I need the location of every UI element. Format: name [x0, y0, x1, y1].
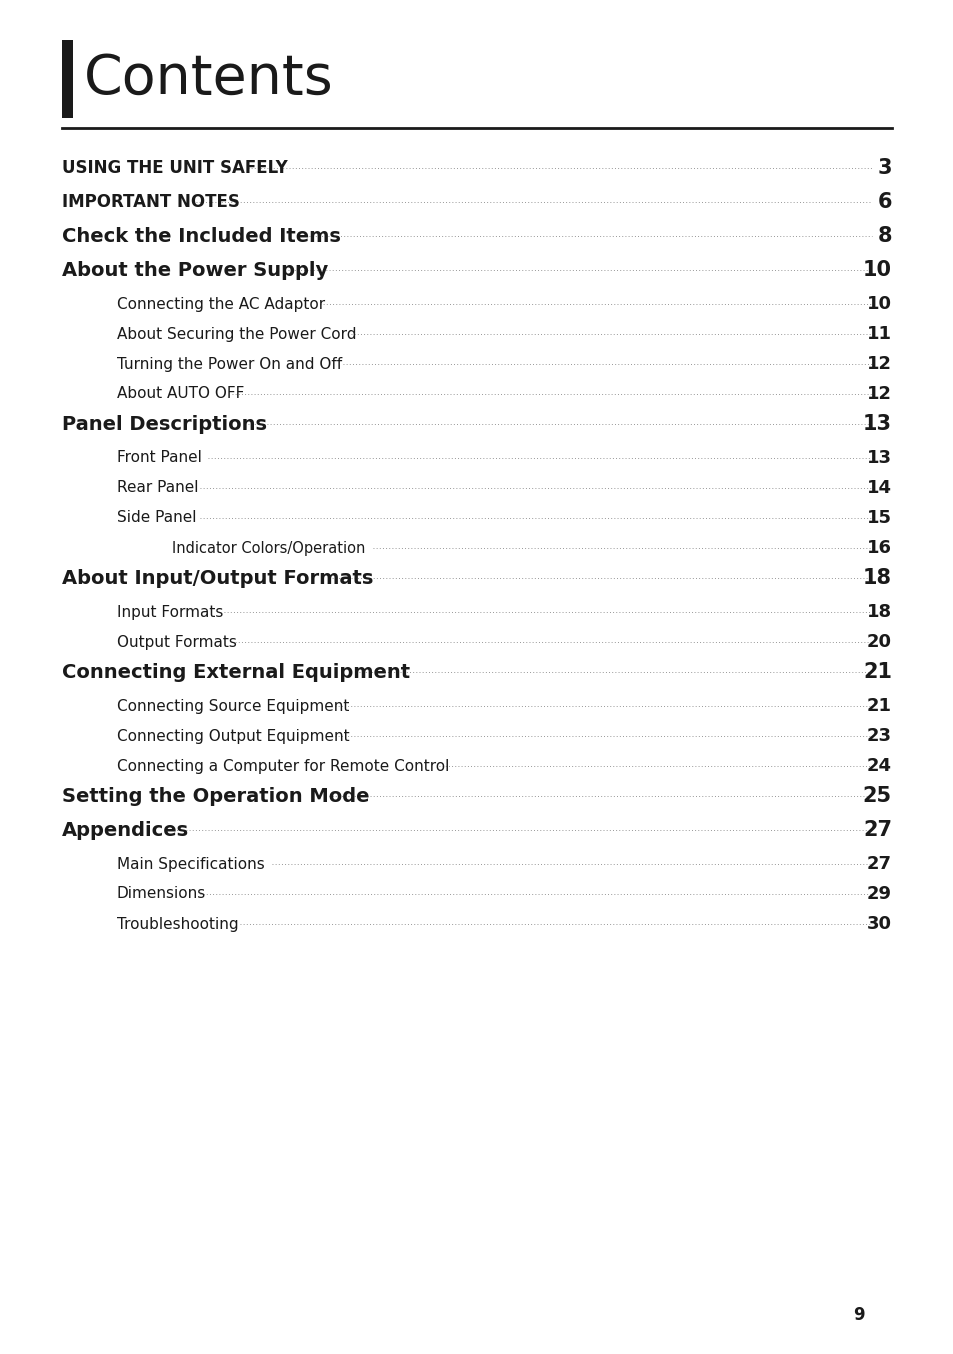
Text: 12: 12: [866, 385, 891, 403]
Text: 18: 18: [862, 567, 891, 588]
Text: Troubleshooting: Troubleshooting: [117, 917, 238, 932]
Text: 21: 21: [862, 662, 891, 682]
Text: 29: 29: [866, 886, 891, 903]
Text: Connecting a Computer for Remote Control: Connecting a Computer for Remote Control: [117, 758, 449, 773]
Text: About Securing the Power Cord: About Securing the Power Cord: [117, 326, 356, 341]
Text: About the Power Supply: About the Power Supply: [62, 260, 328, 279]
Text: 10: 10: [862, 260, 891, 280]
Text: Check the Included Items: Check the Included Items: [62, 226, 340, 245]
Text: 14: 14: [866, 479, 891, 497]
Text: Front Panel: Front Panel: [117, 451, 202, 466]
Text: Connecting the AC Adaptor: Connecting the AC Adaptor: [117, 297, 325, 311]
Text: 30: 30: [866, 915, 891, 933]
Text: 25: 25: [862, 787, 891, 806]
Text: Dimensions: Dimensions: [117, 887, 206, 902]
Text: 12: 12: [866, 355, 891, 372]
Text: Indicator Colors/Operation: Indicator Colors/Operation: [172, 540, 365, 555]
Text: 23: 23: [866, 727, 891, 745]
Text: 6: 6: [877, 192, 891, 213]
Text: Connecting External Equipment: Connecting External Equipment: [62, 662, 410, 681]
Text: Side Panel: Side Panel: [117, 510, 196, 525]
Text: Panel Descriptions: Panel Descriptions: [62, 414, 267, 433]
Text: 27: 27: [866, 854, 891, 873]
Text: 8: 8: [877, 226, 891, 246]
Text: Main Specifications: Main Specifications: [117, 857, 265, 872]
Text: Output Formats: Output Formats: [117, 635, 236, 650]
Text: Connecting Output Equipment: Connecting Output Equipment: [117, 728, 349, 743]
Text: Input Formats: Input Formats: [117, 604, 223, 620]
Text: Appendices: Appendices: [62, 821, 189, 839]
Text: Turning the Power On and Off: Turning the Power On and Off: [117, 356, 342, 371]
Text: USING THE UNIT SAFELY: USING THE UNIT SAFELY: [62, 158, 288, 177]
Text: About AUTO OFF: About AUTO OFF: [117, 386, 244, 402]
Text: 20: 20: [866, 634, 891, 651]
Text: 18: 18: [866, 603, 891, 621]
Text: 21: 21: [866, 697, 891, 715]
Text: Contents: Contents: [84, 51, 334, 106]
Text: 13: 13: [866, 450, 891, 467]
Text: 24: 24: [866, 757, 891, 774]
Text: Setting the Operation Mode: Setting the Operation Mode: [62, 787, 369, 806]
Text: Connecting Source Equipment: Connecting Source Equipment: [117, 699, 349, 714]
Text: Rear Panel: Rear Panel: [117, 481, 198, 496]
Text: 27: 27: [862, 821, 891, 839]
Text: 11: 11: [866, 325, 891, 343]
Text: 9: 9: [853, 1307, 864, 1324]
Text: About Input/Output Formats: About Input/Output Formats: [62, 569, 373, 588]
Text: IMPORTANT NOTES: IMPORTANT NOTES: [62, 194, 239, 211]
Text: 13: 13: [862, 414, 891, 435]
Text: 16: 16: [866, 539, 891, 556]
Text: 15: 15: [866, 509, 891, 527]
Text: 3: 3: [877, 158, 891, 177]
Bar: [62, 41, 73, 118]
Text: 10: 10: [866, 295, 891, 313]
